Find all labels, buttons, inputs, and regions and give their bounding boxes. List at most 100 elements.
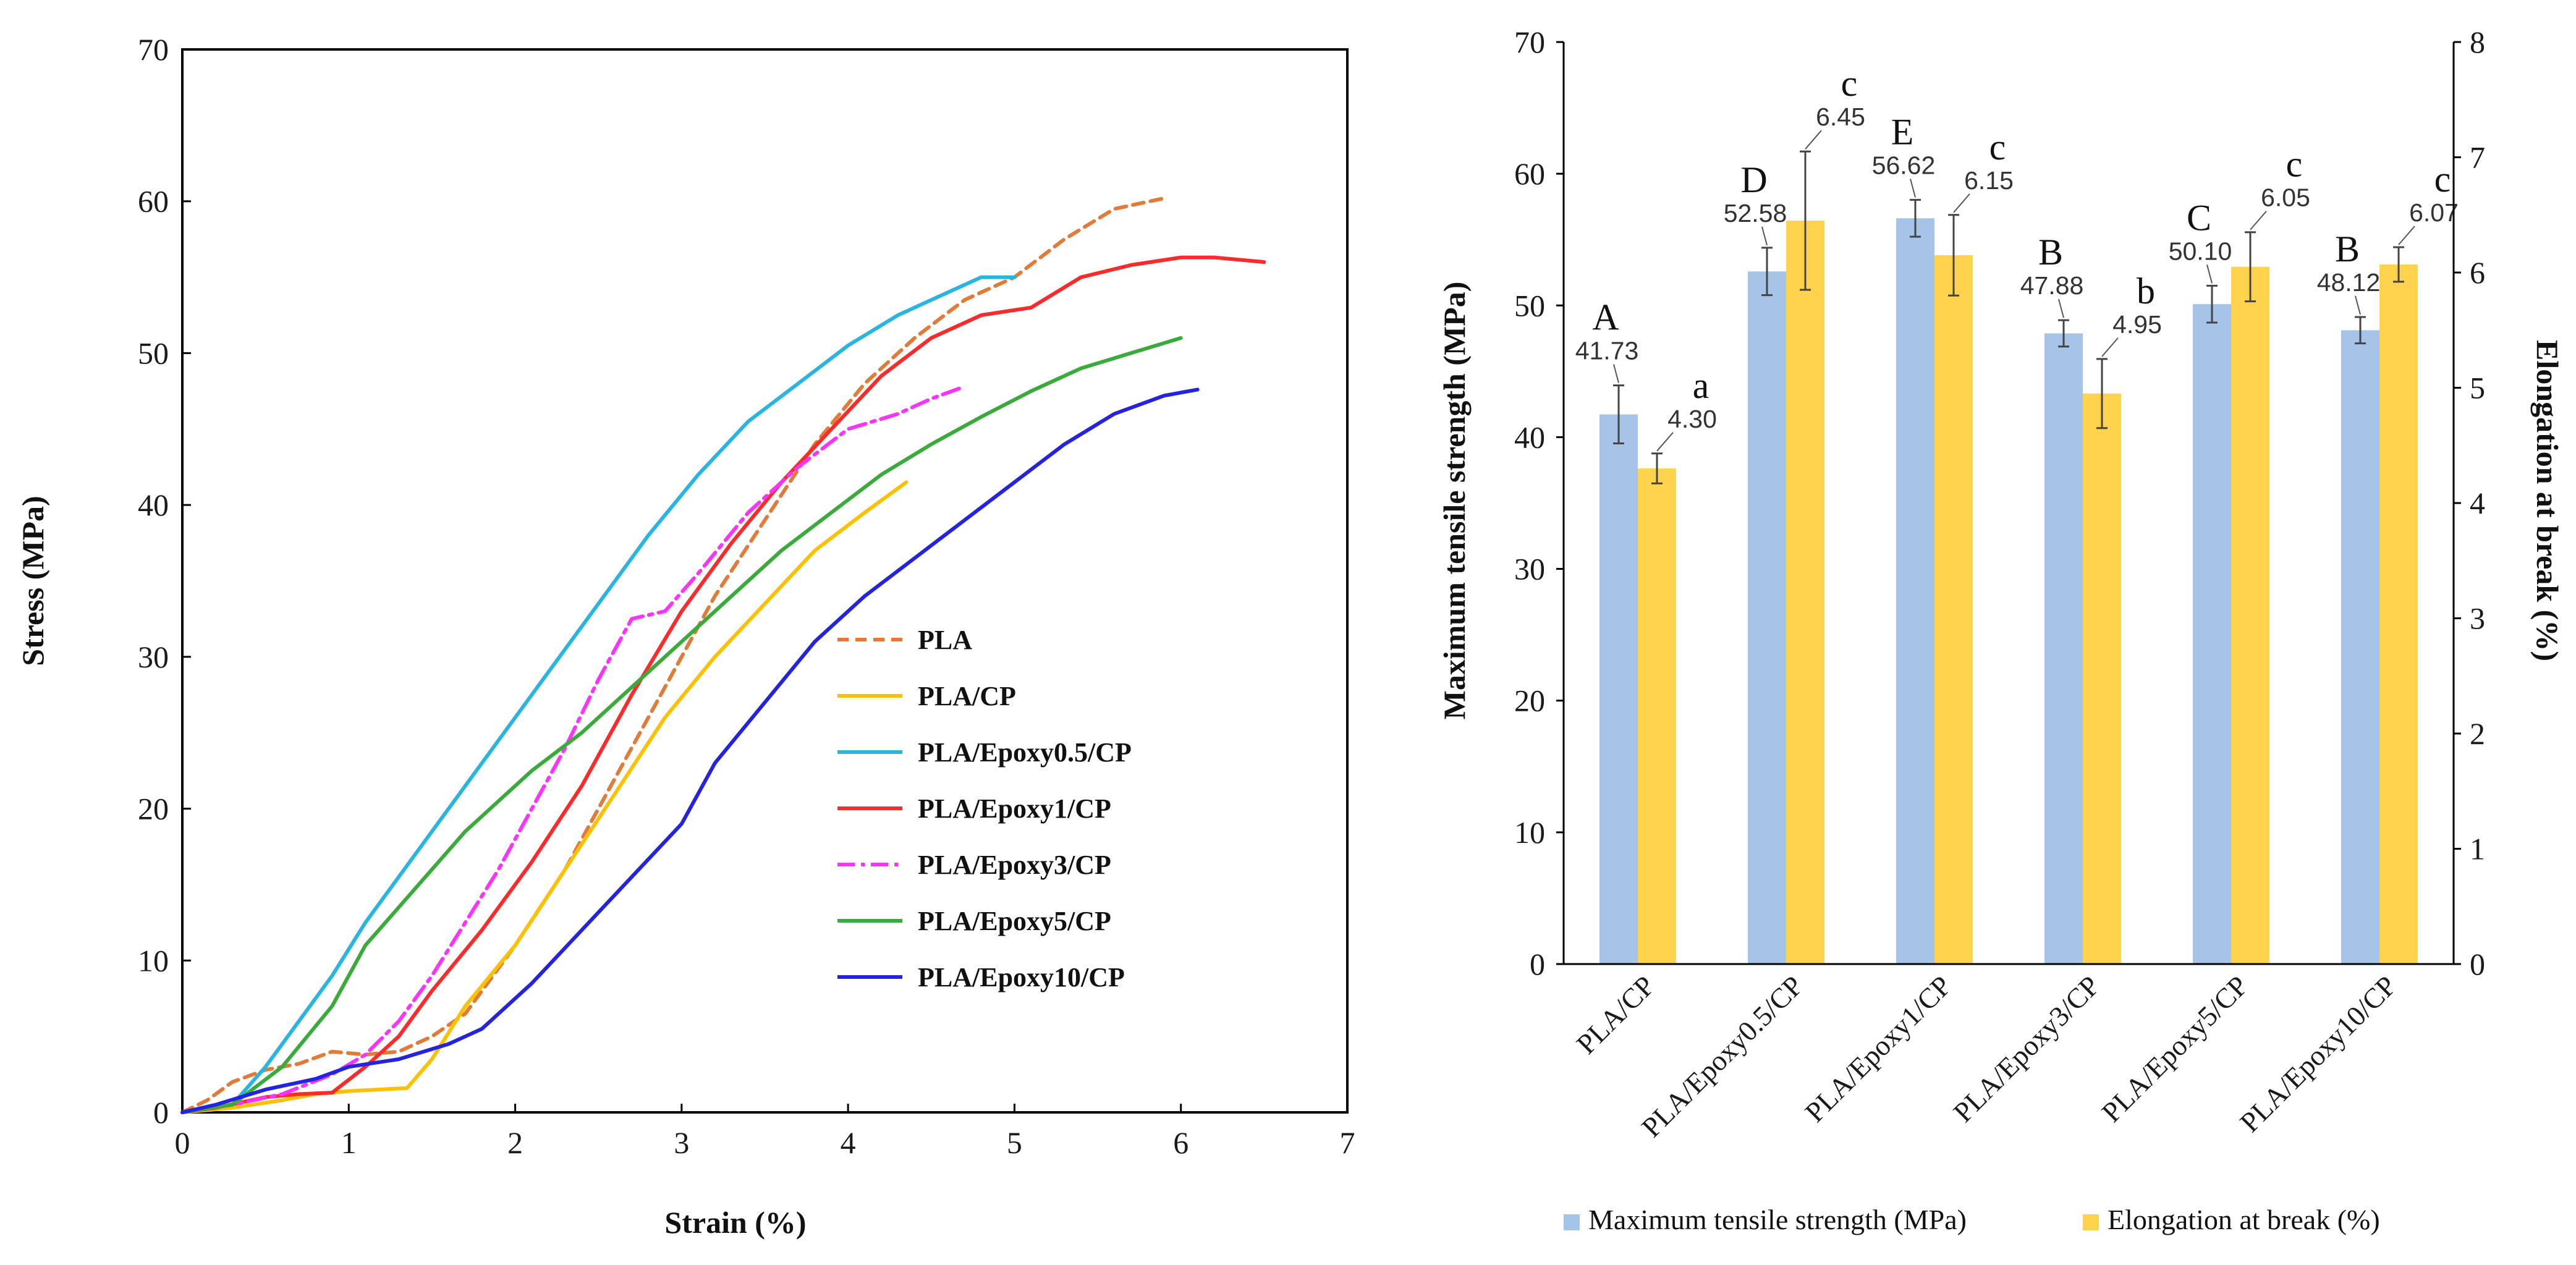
significance-letter: a: [1693, 365, 1710, 406]
label-leader: [2398, 226, 2415, 245]
data-label: 4.95: [2112, 310, 2162, 339]
bar-group: 52.58D 6.45c: [1724, 63, 1865, 965]
bar: [2341, 330, 2379, 964]
legend-label: PLA/Epoxy1/CP: [918, 793, 1111, 824]
bar: [2379, 264, 2418, 964]
label-leader: [2206, 264, 2213, 284]
plot-frame: [181, 48, 1349, 1114]
significance-letter: c: [1989, 127, 2006, 167]
y2-tick-label: 6: [2470, 255, 2485, 290]
legend-label: PLA/CP: [918, 681, 1016, 711]
series-lines: [180, 196, 1266, 1114]
y-tick-label: 60: [1514, 156, 1545, 191]
bar: [1896, 218, 1934, 964]
y2-tick-label: 0: [2470, 947, 2485, 981]
y-tick-label: 40: [138, 488, 169, 522]
legend-swatch: [2083, 1214, 2099, 1230]
bar: [1748, 271, 1786, 964]
significance-letter: B: [2038, 232, 2063, 273]
significance-letter: B: [2335, 229, 2360, 269]
label-leader: [1910, 179, 1916, 198]
bars: 41.73A4.30a52.58D6.45c56.62E6.15c47.88B4…: [1575, 63, 2459, 965]
y2-tick-label: 7: [2470, 140, 2485, 175]
x-axis-title: Strain (%): [664, 1205, 806, 1240]
significance-letter: c: [2434, 159, 2451, 200]
x-tick-label: 1: [341, 1125, 357, 1160]
stress-strain-chart: 0 10 20 30 40 50 60 70 0 1 2 3 4 5 6 7 PLA PLA/CP PLA/Ep…: [15, 32, 1355, 1240]
bar: [1638, 468, 1676, 964]
x-tick-label: 4: [841, 1125, 856, 1160]
y2-tick-label: 1: [2470, 832, 2485, 866]
series-line: [180, 255, 1266, 1114]
legend-label: Elongation at break (%): [2108, 1204, 2380, 1235]
data-label: 6.07: [2409, 198, 2459, 227]
data-label: 47.88: [2020, 271, 2084, 300]
data-label: 50.10: [2169, 237, 2232, 265]
bar: [2083, 393, 2121, 964]
bar: [2044, 333, 2083, 964]
y2-tick-label: 4: [2470, 486, 2485, 520]
bar: [2193, 304, 2231, 964]
label-leader: [1805, 130, 1822, 150]
bar-group: 56.62E 6.15c: [1872, 111, 2014, 964]
significance-letter: E: [1891, 111, 1914, 152]
significance-letter: C: [2187, 197, 2211, 238]
y-tick-label: 50: [138, 336, 169, 370]
x-tick-label: 2: [507, 1125, 523, 1160]
label-leader: [1761, 226, 1768, 246]
significance-letter: A: [1592, 297, 1619, 338]
data-label: 6.45: [1816, 103, 1865, 131]
legend-label: PLA/Epoxy3/CP: [918, 850, 1111, 880]
series-line: [180, 480, 909, 1114]
legend-label: PLA: [918, 625, 972, 655]
bar: [1599, 414, 1638, 964]
data-label: 41.73: [1575, 337, 1639, 365]
data-label: 6.15: [1964, 166, 2014, 195]
label-leader: [2058, 298, 2064, 318]
y-tick-label: 0: [1530, 947, 1545, 981]
legend-label: PLA/Epoxy0.5/CP: [918, 737, 1132, 768]
series-line: [180, 275, 1017, 1114]
data-label: 48.12: [2317, 268, 2381, 297]
y-tick-label: 40: [1514, 420, 1545, 454]
data-label: 52.58: [1724, 199, 1787, 227]
y-tick-label: 60: [138, 184, 169, 219]
y-axis-title-right: Elongation at break (%): [2530, 340, 2565, 661]
significance-letter: c: [2286, 144, 2303, 185]
significance-letter: c: [1841, 63, 1858, 104]
bar-group: 47.88B 4.95b: [2020, 232, 2162, 964]
y-tick-label: 10: [1514, 815, 1545, 850]
y2-tick-label: 5: [2470, 371, 2485, 405]
label-leader: [2355, 295, 2361, 315]
bar: [1934, 255, 1973, 964]
data-label: 4.30: [1667, 405, 1717, 433]
y-axis-title: Stress (MPa): [15, 496, 50, 666]
y-tick-label: 20: [138, 792, 169, 826]
y-tick-label: 70: [138, 32, 169, 67]
series-line: [180, 387, 1200, 1114]
bar-group: 41.73A 4.30a: [1575, 297, 1717, 964]
x-tick-label: 6: [1173, 1125, 1188, 1160]
legend: PLA PLA/CP PLA/Epoxy0.5/CP PLA/Epoxy1/CP PLA…: [837, 625, 1132, 992]
label-leader: [2250, 211, 2267, 231]
x-tick-label: 5: [1007, 1125, 1022, 1160]
bar-group: 50.10C 6.05c: [2169, 144, 2310, 964]
bar: [2231, 266, 2269, 964]
y-tick-label: 20: [1514, 683, 1545, 718]
legend-label: Maximum tensile strength (MPa): [1588, 1204, 1967, 1235]
x-tick-label: 3: [674, 1125, 689, 1160]
y-tick-label: 70: [1514, 25, 1545, 59]
y-tick-label: 0: [153, 1095, 169, 1130]
legend-label: PLA/Epoxy10/CP: [918, 962, 1125, 992]
significance-letter: b: [2137, 271, 2155, 311]
y2-tick-label: 2: [2470, 716, 2485, 751]
y-tick-label: 30: [138, 640, 169, 674]
y-tick-label: 10: [138, 943, 169, 978]
y-tick-label: 30: [1514, 552, 1545, 586]
legend-swatch: [1564, 1214, 1580, 1230]
legend-label: PLA/Epoxy5/CP: [918, 906, 1111, 936]
series-line: [180, 196, 1166, 1114]
label-leader: [1613, 364, 1619, 383]
